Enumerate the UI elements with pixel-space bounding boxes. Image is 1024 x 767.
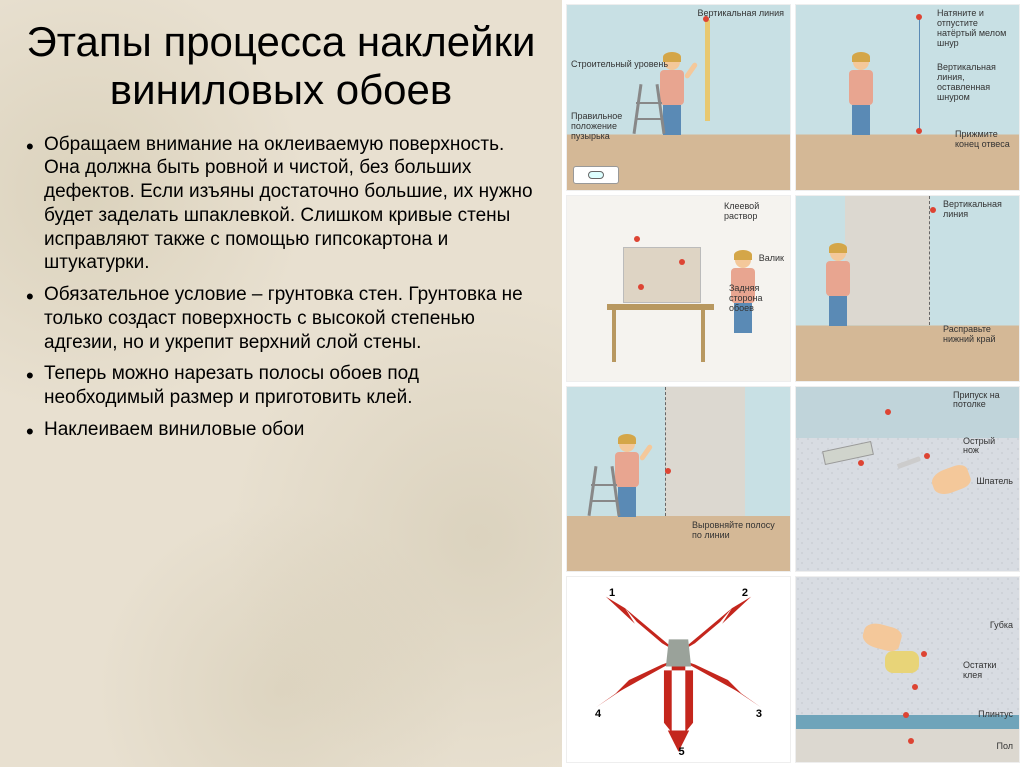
callout-label: Валик bbox=[759, 254, 784, 264]
list-item: Наклеиваем виниловые обои bbox=[22, 418, 540, 442]
callout-label: Натяните и отпустите натёртый мелом шнур bbox=[937, 9, 1015, 49]
callout-label: Выровняйте полосу по линии bbox=[692, 521, 782, 541]
callout-label: Остатки клея bbox=[963, 661, 1013, 681]
text-panel: Этапы процесса наклейки виниловых обоев … bbox=[0, 0, 562, 767]
diagram-cell-smooth-edge: Вертикальная линия Расправьте нижний кра… bbox=[795, 195, 1020, 382]
callout-label: Пол bbox=[996, 742, 1013, 752]
bullet-list: Обращаем внимание на оклеиваемую поверхн… bbox=[22, 133, 540, 442]
arrow-number: 3 bbox=[756, 708, 762, 720]
callout-label: Острый нож bbox=[963, 437, 1013, 457]
arrow-number: 1 bbox=[609, 587, 615, 599]
callout-label: Вертикальная линия, оставленная шнуром bbox=[937, 63, 1015, 103]
list-item: Обязательное условие – грунтовка стен. Г… bbox=[22, 283, 540, 354]
diagram-cell-sponge: Губка Остатки клея Плинтус Пол bbox=[795, 576, 1020, 763]
diagram-cell-align: Выровняйте полосу по линии bbox=[566, 386, 791, 573]
callout-label: Губка bbox=[990, 621, 1013, 631]
callout-label: Припуск на потолке bbox=[953, 391, 1013, 411]
callout-label: Строительный уровень bbox=[571, 60, 668, 70]
arrow-number: 5 bbox=[679, 746, 685, 758]
arrow-diagram-icon bbox=[567, 577, 790, 762]
list-item: Теперь можно нарезать полосы обоев под н… bbox=[22, 362, 540, 410]
callout-label: Вертикальная линия bbox=[943, 200, 1013, 220]
arrow-number: 2 bbox=[742, 587, 748, 599]
callout-label: Вертикальная линия bbox=[697, 9, 784, 19]
callout-label: Прижмите конец отвеса bbox=[955, 130, 1015, 150]
diagram-cell-chalkline: Натяните и отпустите натёртый мелом шнур… bbox=[795, 4, 1020, 191]
callout-label: Расправьте нижний край bbox=[943, 325, 1013, 345]
diagram-cell-level: Вертикальная линия Строительный уровень … bbox=[566, 4, 791, 191]
callout-label: Шпатель bbox=[976, 477, 1013, 487]
arrow-number: 4 bbox=[595, 708, 601, 720]
diagram-cell-trim: Припуск на потолке Острый нож Шпатель bbox=[795, 386, 1020, 573]
callout-label: Плинтус bbox=[978, 710, 1013, 720]
diagram-cell-paste: Клеевой раствор Валик Задняя сторона обо… bbox=[566, 195, 791, 382]
list-item: Обращаем внимание на оклеиваемую поверхн… bbox=[22, 133, 540, 276]
diagram-cell-arrows: 1 2 3 4 5 bbox=[566, 576, 791, 763]
callout-label: Правильное положение пузырька bbox=[571, 112, 641, 142]
callout-label: Задняя сторона обоев bbox=[729, 284, 784, 314]
diagram-grid: Вертикальная линия Строительный уровень … bbox=[562, 0, 1024, 767]
callout-label: Клеевой раствор bbox=[724, 202, 784, 222]
slide-title: Этапы процесса наклейки виниловых обоев bbox=[22, 18, 540, 115]
